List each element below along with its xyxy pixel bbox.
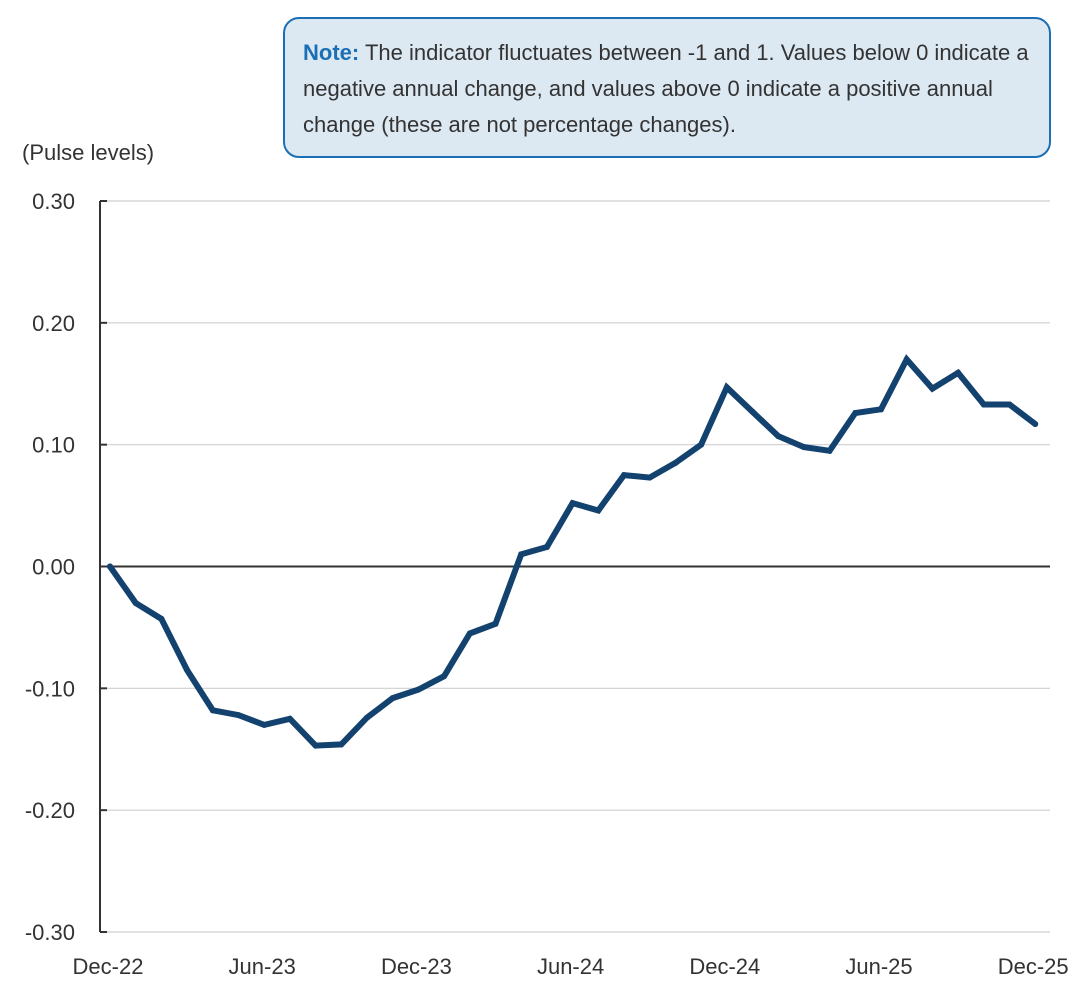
y-tick-label: -0.10 — [25, 676, 75, 701]
x-tick-label: Dec-22 — [73, 954, 144, 979]
data-point — [312, 742, 319, 749]
data-point — [441, 673, 448, 680]
data-point — [235, 712, 242, 719]
data-point — [929, 385, 936, 392]
data-point — [158, 615, 165, 622]
data-point — [261, 721, 268, 728]
data-point — [492, 620, 499, 627]
data-point — [338, 741, 345, 748]
x-tick-label: Dec-23 — [381, 954, 452, 979]
x-tick-label: Dec-25 — [998, 954, 1069, 979]
data-point — [826, 447, 833, 454]
data-point — [749, 408, 756, 415]
x-tick-label: Jun-25 — [845, 954, 912, 979]
y-tick-label: -0.20 — [25, 798, 75, 823]
data-point — [389, 695, 396, 702]
data-point — [800, 444, 807, 451]
data-point — [878, 406, 884, 413]
y-tick-label: 0.00 — [32, 555, 75, 580]
data-point — [698, 441, 705, 448]
data-point — [132, 600, 139, 607]
note-label: Note: — [303, 40, 360, 65]
series-line — [107, 354, 1039, 749]
data-point — [955, 369, 962, 376]
data-point — [184, 667, 191, 674]
x-tick-label: Dec-24 — [689, 954, 760, 979]
y-axis-label: (Pulse levels) — [22, 140, 154, 165]
data-point — [209, 707, 216, 714]
data-point — [903, 356, 910, 363]
y-tick-label: 0.20 — [32, 311, 75, 336]
data-point — [1006, 401, 1013, 408]
y-tick-label: 0.10 — [32, 433, 75, 458]
data-point — [415, 686, 422, 693]
data-point — [621, 472, 627, 479]
data-point — [775, 433, 782, 440]
data-point — [107, 563, 113, 570]
data-point — [852, 409, 859, 416]
y-tick-label: -0.30 — [25, 920, 75, 945]
x-tick-label: Jun-24 — [537, 954, 604, 979]
y-tick-label: 0.30 — [32, 189, 75, 214]
data-point — [364, 714, 370, 721]
data-point — [595, 507, 602, 514]
data-point — [466, 630, 473, 637]
x-tick-label: Jun-23 — [229, 954, 296, 979]
data-point — [286, 715, 293, 722]
data-point — [518, 551, 525, 558]
data-point — [646, 474, 653, 481]
note-text: The indicator fluctuates between -1 and … — [303, 40, 1029, 137]
data-point — [672, 459, 679, 466]
data-point — [543, 544, 550, 551]
data-point — [980, 401, 987, 408]
note-box: Note: The indicator fluctuates between -… — [283, 17, 1051, 158]
data-point — [569, 500, 576, 507]
data-point — [723, 384, 730, 391]
data-point — [1032, 420, 1039, 427]
